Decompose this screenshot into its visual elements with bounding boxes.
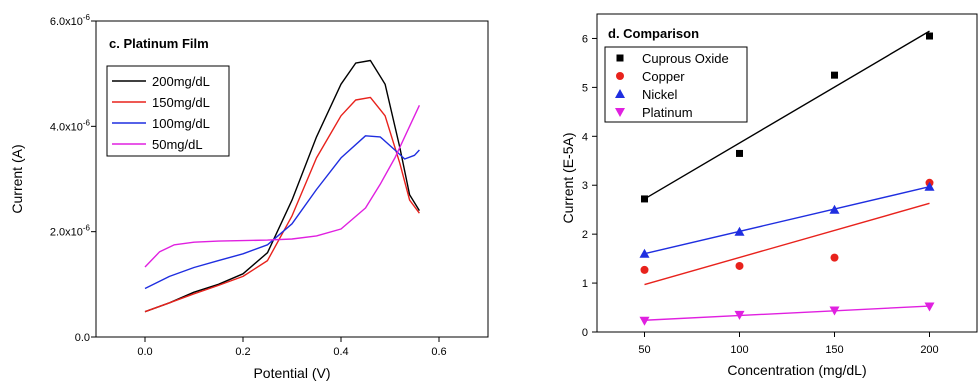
left-plot-frame xyxy=(95,20,489,338)
right-fit-line-3 xyxy=(644,186,930,255)
right-data-point xyxy=(734,226,745,236)
left-x-tick-label: 0.4 xyxy=(333,346,348,358)
left-series-line-3 xyxy=(144,135,420,290)
left-chart-title: c. Platinum Film xyxy=(109,36,209,51)
right-data-point xyxy=(639,316,650,326)
right-legend-marker xyxy=(615,89,625,98)
right-data-point xyxy=(924,181,935,191)
right-y-tick-label: 1 xyxy=(582,278,588,290)
left-x-tick-label: 0.6 xyxy=(431,346,446,358)
right-data-point xyxy=(924,302,935,312)
right-fit-line-2 xyxy=(644,202,930,286)
right-y-tick-label: 2 xyxy=(582,229,588,241)
left-y-tick-label: 6.0x10-6 xyxy=(50,13,91,28)
left-legend-label: 150mg/dL xyxy=(152,95,210,110)
right-y-tick-label: 3 xyxy=(582,180,588,192)
right-x-tick-label: 200 xyxy=(920,344,938,356)
right-y-axis-label: Current (E-5A) xyxy=(560,132,576,223)
right-ticks-group: 50 100 150 200 0 1 2 3 4 5 6 xyxy=(582,33,939,356)
right-data-point xyxy=(829,204,840,214)
right-y-tick-label: 0 xyxy=(582,327,588,339)
right-y-tick-label: 4 xyxy=(582,131,588,143)
right-legend-marker xyxy=(616,54,624,62)
right-legend-label: Nickel xyxy=(642,87,678,102)
right-fit-line-1 xyxy=(644,30,930,200)
left-series-line-4 xyxy=(144,105,421,268)
left-legend-label: 200mg/dL xyxy=(152,74,210,89)
right-plot-frame xyxy=(596,13,978,333)
right-fit-lines-group xyxy=(644,30,930,321)
right-y-tick-label: 6 xyxy=(582,33,588,45)
right-fit-line-4 xyxy=(644,305,930,321)
chart-right: 50 100 150 200 0 1 2 3 4 5 6 Concentration (mg/dL)… xyxy=(560,13,978,378)
right-legend-label: Copper xyxy=(642,69,685,84)
right-data-point xyxy=(641,195,648,203)
right-x-tick-label: 100 xyxy=(730,344,748,356)
right-data-point xyxy=(734,310,745,320)
right-data-point xyxy=(640,265,649,274)
right-x-axis-label: Concentration (mg/dL) xyxy=(727,362,866,378)
left-series-line-1 xyxy=(144,59,420,313)
right-legend-marker xyxy=(615,108,625,117)
right-y-tick-label: 5 xyxy=(582,82,588,94)
right-data-point xyxy=(735,261,744,270)
left-legend-label: 100mg/dL xyxy=(152,116,210,131)
chart-left: 0.0 0.2 0.4 0.60.02.0x10-64.0x10-66.0x10-6 … xyxy=(9,13,489,381)
right-legend-label: Cuprous Oxide xyxy=(642,51,729,66)
right-x-tick-label: 150 xyxy=(825,344,843,356)
left-legend-label: 50mg/dL xyxy=(152,137,203,152)
right-legend-box xyxy=(604,46,748,123)
left-x-axis-label: Potential (V) xyxy=(253,365,330,381)
right-points-group xyxy=(639,32,935,326)
left-ticks-group: 0.0 0.2 0.4 0.6 0.0 2.0x10-6 4.0x10-6 6.0x10-6 xyxy=(50,13,447,358)
right-chart-title: d. Comparison xyxy=(608,26,699,41)
left-y-axis-label: Current (A) xyxy=(9,144,25,213)
right-data-point xyxy=(831,71,838,79)
right-legend-marker xyxy=(616,72,624,80)
left-x-tick-label: 0.2 xyxy=(235,346,250,358)
left-y-tick-label: 4.0x10-6 xyxy=(50,118,91,133)
right-data-point xyxy=(736,149,743,157)
right-legend-label: Platinum xyxy=(642,105,693,120)
left-series-group xyxy=(144,59,421,313)
right-data-point xyxy=(926,32,933,40)
left-legend-group: 200mg/dL 150mg/dL 100mg/dL 50mg/dL xyxy=(112,74,210,152)
right-data-point xyxy=(639,248,650,258)
right-x-tick-label: 50 xyxy=(638,344,650,356)
left-y-tick-label: 0.0 xyxy=(75,332,90,344)
right-legend-group: Cuprous Oxide Copper Nickel Platinum xyxy=(615,51,729,120)
right-data-point xyxy=(830,253,839,262)
right-data-point xyxy=(829,306,840,316)
left-series-line-2 xyxy=(144,96,420,313)
left-x-tick-label: 0.0 xyxy=(137,346,152,358)
left-y-tick-label: 2.0x10-6 xyxy=(50,224,91,239)
